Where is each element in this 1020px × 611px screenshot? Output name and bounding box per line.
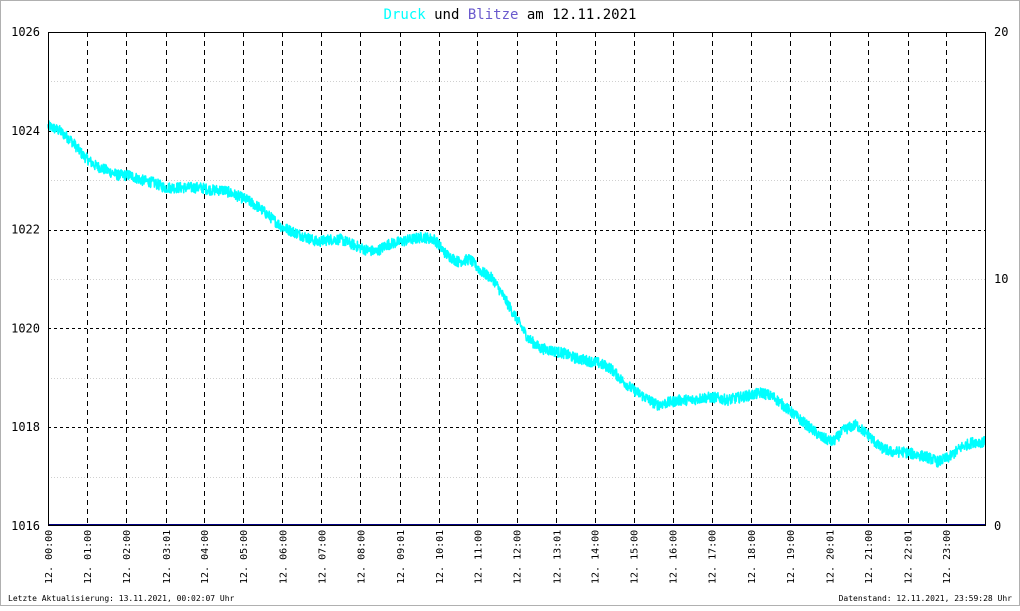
title-am: am <box>527 7 544 23</box>
x-tick-label: 12. 14:00 <box>591 530 602 584</box>
x-tick-label: 12. 06:00 <box>278 530 289 584</box>
y-left-tick-label: 1018 <box>11 420 40 434</box>
x-tick-label: 12. 08:00 <box>356 530 367 584</box>
y-left-tick-label: 1022 <box>11 223 40 237</box>
y-left-tick-label: 1016 <box>11 519 40 533</box>
x-tick-label: 12. 13:01 <box>552 530 563 584</box>
x-tick-label: 12. 21:00 <box>864 530 875 584</box>
x-tick-label: 12. 23:00 <box>942 530 953 584</box>
plot-frame <box>48 32 986 526</box>
x-tick-label: 12. 00:00 <box>44 530 55 584</box>
footer-last-update: Letzte Aktualisierung: 13.11.2021, 00:02… <box>8 594 235 603</box>
y-right-tick-label: 20 <box>994 25 1008 39</box>
y-left-tick-label: 1024 <box>11 124 40 138</box>
title-und: und <box>434 7 459 23</box>
x-tick-label: 12. 02:00 <box>122 530 133 584</box>
y-axis-right: 0 10 20 <box>994 25 1008 533</box>
x-tick-label: 12. 16:00 <box>669 530 680 584</box>
x-tick-label: 12. 15:00 <box>630 530 641 584</box>
x-tick-label: 12. 04:00 <box>200 530 211 584</box>
x-tick-label: 12. 12:00 <box>513 530 524 584</box>
x-tick-label: 12. 10:01 <box>435 530 446 584</box>
footer-data-state: Datenstand: 12.11.2021, 23:59:28 Uhr <box>839 594 1013 603</box>
grid <box>48 32 985 526</box>
x-tick-label: 12. 22:01 <box>904 530 915 584</box>
series-line-druck <box>47 120 986 468</box>
x-axis: 12. 00:00 12. 01:00 12. 02:00 12. 03:01 12. … <box>44 530 953 584</box>
x-tick-label: 12. 03:01 <box>162 530 173 584</box>
x-tick-label: 12. 18:00 <box>747 530 758 584</box>
x-tick-label: 12. 07:00 <box>317 530 328 584</box>
chart-title: Druck und Blitze am 12.11.2021 <box>384 7 637 23</box>
x-tick-label: 12. 17:00 <box>708 530 719 584</box>
x-tick-label: 12. 05:00 <box>239 530 250 584</box>
y-left-tick-label: 1020 <box>11 321 40 335</box>
title-druck: Druck <box>384 7 427 23</box>
x-tick-label: 12. 20:01 <box>826 530 837 584</box>
y-axis-left: 1016 1018 1020 1022 1024 1026 <box>11 25 40 533</box>
x-tick-label: 12. 11:00 <box>473 530 484 584</box>
x-tick-label: 12. 01:00 <box>83 530 94 584</box>
y-right-tick-label: 0 <box>994 519 1001 533</box>
title-date: 12.11.2021 <box>552 7 636 23</box>
x-tick-label: 12. 19:00 <box>786 530 797 584</box>
title-blitze: Blitze <box>468 7 519 23</box>
y-right-tick-label: 10 <box>994 272 1008 286</box>
x-tick-label: 12. 09:01 <box>396 530 407 584</box>
y-left-tick-label: 1026 <box>11 25 40 39</box>
